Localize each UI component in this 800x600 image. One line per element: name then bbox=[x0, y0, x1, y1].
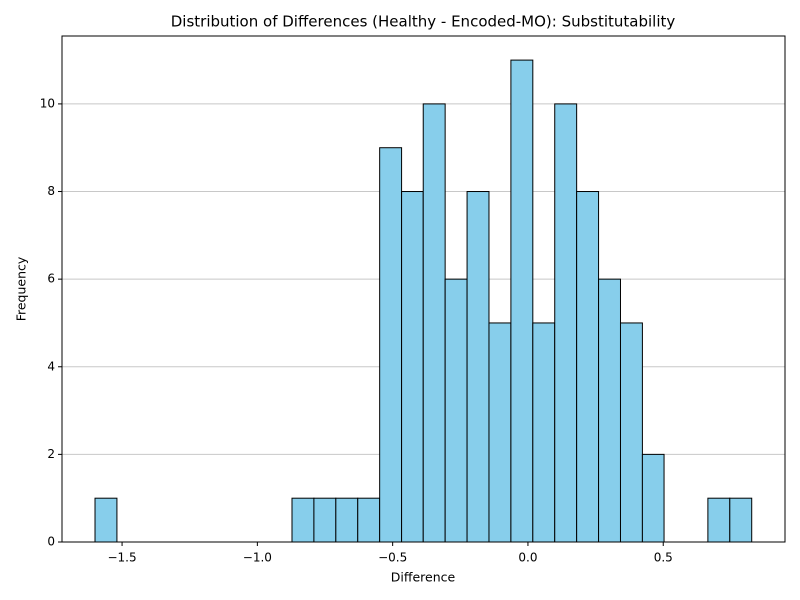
bar bbox=[313, 497, 337, 543]
bar bbox=[510, 59, 534, 543]
bar bbox=[598, 278, 621, 543]
x-tick-label: −1.0 bbox=[243, 551, 272, 565]
bar bbox=[422, 103, 446, 543]
bar bbox=[444, 278, 468, 543]
bar bbox=[335, 497, 359, 543]
y-tick-label: 6 bbox=[47, 272, 55, 286]
bar bbox=[554, 103, 578, 543]
bar bbox=[488, 322, 512, 543]
bar bbox=[291, 497, 315, 543]
y-tick-label: 4 bbox=[47, 359, 55, 373]
bar bbox=[466, 191, 490, 543]
chart-title: Distribution of Differences (Healthy - E… bbox=[171, 13, 676, 31]
bar bbox=[94, 497, 118, 543]
y-tick-label: 2 bbox=[47, 447, 55, 461]
y-axis-label: Frequency bbox=[14, 256, 29, 321]
bar bbox=[401, 191, 424, 543]
x-tick-label: −0.5 bbox=[378, 551, 407, 565]
x-tick-label: −1.5 bbox=[107, 551, 136, 565]
x-tick-label: 0.0 bbox=[518, 551, 537, 565]
bar bbox=[729, 497, 753, 543]
y-tick-label: 10 bbox=[40, 96, 55, 110]
bar bbox=[707, 497, 731, 543]
bar bbox=[532, 322, 556, 543]
plot-frame bbox=[61, 35, 786, 543]
bar bbox=[357, 497, 381, 543]
x-tick-label: 0.5 bbox=[654, 551, 673, 565]
bar bbox=[641, 453, 665, 543]
bar bbox=[379, 147, 403, 543]
bar bbox=[576, 191, 600, 543]
y-tick-label: 8 bbox=[47, 184, 55, 198]
y-tick-label: 0 bbox=[47, 535, 55, 549]
bar bbox=[619, 322, 643, 543]
x-axis-label: Difference bbox=[391, 570, 456, 585]
